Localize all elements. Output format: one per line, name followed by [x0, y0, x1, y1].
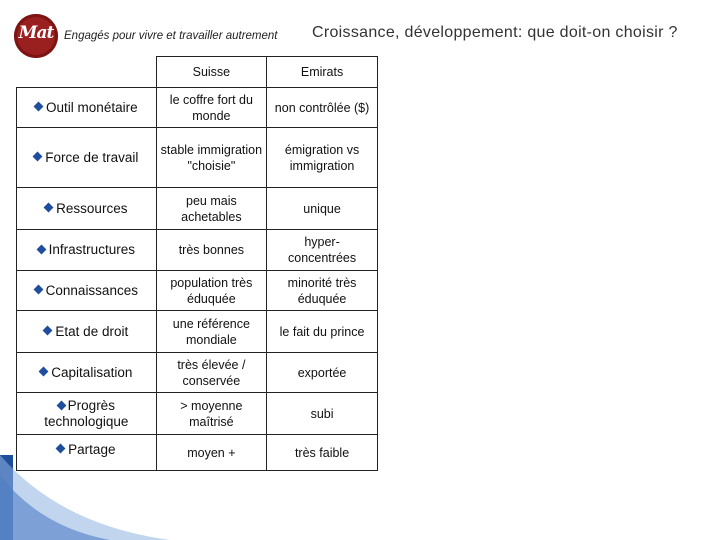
emirats-cell: non contrôlée ($): [266, 87, 378, 128]
comparison-table: Suisse Emirats Outil monétaire le coffre…: [16, 56, 378, 471]
emirats-cell: le fait du prince: [266, 310, 378, 353]
diamond-bullet-icon: [33, 284, 44, 295]
suisse-cell: peu mais achetables: [155, 187, 268, 230]
mat-logo-icon: Mat: [14, 14, 58, 58]
row-label: Ressources: [56, 200, 128, 216]
tagline: Engagés pour vivre et travailler autreme…: [64, 30, 278, 42]
diamond-bullet-icon: [43, 202, 54, 213]
table-row: Etat de droit une référence mondiale le …: [16, 310, 378, 353]
emirats-cell: unique: [266, 187, 378, 230]
swoosh-mid: [0, 475, 110, 540]
logo-text: Mat: [18, 23, 55, 43]
diamond-bullet-icon: [36, 244, 47, 255]
row-label: Progrès technologique: [44, 397, 129, 429]
row-label-cell: Connaissances: [16, 270, 157, 311]
emirats-cell: subi: [266, 392, 378, 435]
decorative-swoosh: [0, 455, 170, 540]
diamond-bullet-icon: [32, 151, 43, 162]
emirats-cell: exportée: [266, 352, 378, 393]
emirats-cell: hyper-concentrées: [266, 229, 378, 271]
table-row: Infrastructures très bonnes hyper-concen…: [16, 229, 378, 271]
emirats-cell: minorité très éduquée: [266, 270, 378, 311]
diamond-bullet-icon: [38, 366, 49, 377]
header-cell-emirats: Emirats: [266, 56, 378, 88]
row-label-cell: Outil monétaire: [16, 87, 157, 128]
row-label: Etat de droit: [55, 323, 129, 339]
row-label: Capitalisation: [51, 364, 133, 380]
emirats-cell: émigration vs immigration: [266, 127, 378, 188]
row-label: Infrastructures: [48, 242, 135, 258]
table-row: Ressources peu mais achetables unique: [16, 187, 378, 230]
row-label-cell: Force de travail: [16, 127, 157, 188]
table-row: Capitalisation très élevée / conservée e…: [16, 352, 378, 393]
row-label: Partage: [68, 441, 116, 457]
row-label: Force de travail: [45, 149, 139, 165]
suisse-cell: moyen +: [155, 434, 268, 471]
diamond-bullet-icon: [42, 325, 53, 336]
header-cell-suisse: Suisse: [155, 56, 268, 88]
header-cell-empty: [16, 56, 157, 88]
diamond-bullet-icon: [33, 101, 44, 112]
row-label-cell: Infrastructures: [16, 229, 157, 271]
row-label-cell: Etat de droit: [16, 310, 157, 353]
suisse-cell: population très éduquée: [155, 270, 268, 311]
suisse-cell: une référence mondiale: [155, 310, 268, 353]
table-row: Progrès technologique > moyenne maîtrisé…: [16, 392, 378, 435]
suisse-cell: le coffre fort du monde: [155, 87, 268, 128]
diamond-bullet-icon: [56, 400, 67, 410]
suisse-cell: très bonnes: [155, 229, 268, 271]
row-label-cell: Ressources: [16, 187, 157, 230]
row-label: Outil monétaire: [46, 99, 138, 115]
diamond-bullet-icon: [55, 443, 66, 454]
table-row: Partage moyen + très faible: [16, 434, 378, 471]
row-label: Connaissances: [45, 282, 138, 298]
row-label-cell: Progrès technologique: [16, 392, 157, 435]
row-label-cell: Capitalisation: [16, 352, 157, 393]
table-header-row: Suisse Emirats: [16, 56, 378, 88]
page-title: Croissance, développement: que doit-on c…: [312, 24, 678, 41]
suisse-cell: > moyenne maîtrisé: [155, 392, 268, 435]
table-row: Force de travail stable immigration "cho…: [16, 127, 378, 188]
table-row: Outil monétaire le coffre fort du monde …: [16, 87, 378, 128]
table-row: Connaissances population très éduquée mi…: [16, 270, 378, 311]
suisse-cell: très élevée / conservée: [155, 352, 268, 393]
emirats-cell: très faible: [266, 434, 378, 471]
row-label-cell: Partage: [16, 434, 157, 471]
suisse-cell: stable immigration "choisie": [155, 127, 268, 188]
